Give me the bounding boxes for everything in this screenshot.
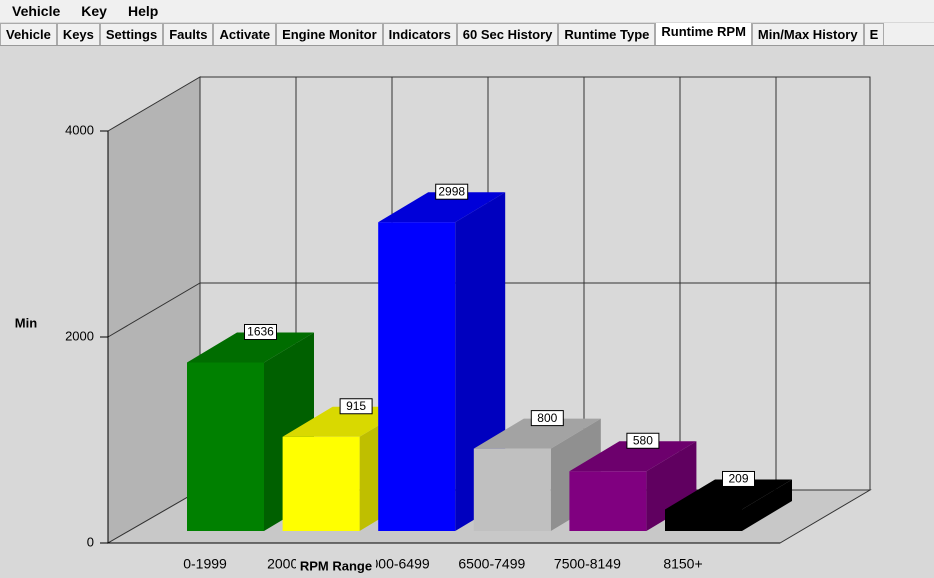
tab[interactable]: Settings bbox=[99, 23, 164, 45]
bar-top bbox=[569, 441, 697, 472]
bar bbox=[187, 362, 264, 531]
tab[interactable]: Indicators bbox=[382, 23, 457, 45]
y-axis-title: Min bbox=[15, 315, 37, 330]
tab[interactable]: Runtime RPM bbox=[655, 23, 752, 45]
value-label: 800 bbox=[537, 411, 557, 425]
bar-side bbox=[646, 441, 697, 531]
value-label: 1636 bbox=[247, 325, 274, 339]
tab[interactable]: Min/Max History bbox=[751, 23, 864, 45]
tab[interactable]: Keys bbox=[56, 23, 100, 45]
menu-bar: Vehicle Key Help bbox=[0, 0, 934, 22]
x-tick-label: 5000-6499 bbox=[363, 556, 430, 572]
x-label-bg bbox=[296, 557, 376, 575]
value-label-box bbox=[244, 323, 277, 340]
x-tick-label: 7500-8149 bbox=[554, 556, 621, 572]
bar bbox=[378, 222, 456, 531]
tab[interactable]: Engine Monitor bbox=[276, 23, 383, 45]
value-label: 209 bbox=[728, 472, 748, 486]
tab[interactable]: 60 Sec History bbox=[456, 23, 559, 45]
y-tick-label: 0 bbox=[87, 534, 94, 549]
bar-top bbox=[665, 479, 792, 510]
bar-top bbox=[473, 418, 601, 449]
bar bbox=[665, 509, 742, 531]
tab-bar: Vehicle Keys Settings Faults Activate Engine … bbox=[0, 23, 934, 46]
tab[interactable]: Activate bbox=[213, 23, 277, 45]
value-label-box bbox=[530, 410, 564, 427]
tab[interactable]: Runtime Type bbox=[558, 23, 656, 45]
menu-item[interactable]: Help bbox=[127, 3, 159, 19]
x-tick-label: 8150+ bbox=[663, 556, 702, 572]
bar-top bbox=[378, 192, 506, 223]
tab[interactable]: Vehicle bbox=[0, 23, 57, 45]
value-label-box bbox=[722, 470, 755, 487]
bar-side bbox=[742, 479, 792, 531]
x-tick-label: 6500-7499 bbox=[458, 556, 525, 572]
bar bbox=[569, 471, 647, 531]
bar-top bbox=[187, 332, 314, 363]
tab[interactable]: E bbox=[863, 23, 885, 45]
x-tick-label: 0-1999 bbox=[183, 556, 227, 572]
value-label: 2998 bbox=[438, 184, 465, 198]
value-label: 915 bbox=[346, 399, 366, 413]
bar-top bbox=[282, 406, 410, 437]
value-label: 580 bbox=[633, 433, 653, 447]
y-tick-label: 4000 bbox=[65, 122, 94, 137]
value-label-box bbox=[435, 183, 469, 200]
x-axis-title: RPM Range bbox=[300, 558, 372, 573]
menu-item[interactable]: Vehicle bbox=[12, 3, 61, 19]
bar bbox=[282, 436, 360, 531]
value-label-box bbox=[626, 432, 660, 449]
bar bbox=[473, 448, 551, 531]
tab[interactable]: Faults bbox=[163, 23, 214, 45]
menu-item[interactable]: Key bbox=[81, 3, 107, 19]
y-tick-label: 2000 bbox=[65, 328, 94, 343]
value-label-box bbox=[339, 398, 373, 415]
grid-line bbox=[107, 282, 870, 338]
